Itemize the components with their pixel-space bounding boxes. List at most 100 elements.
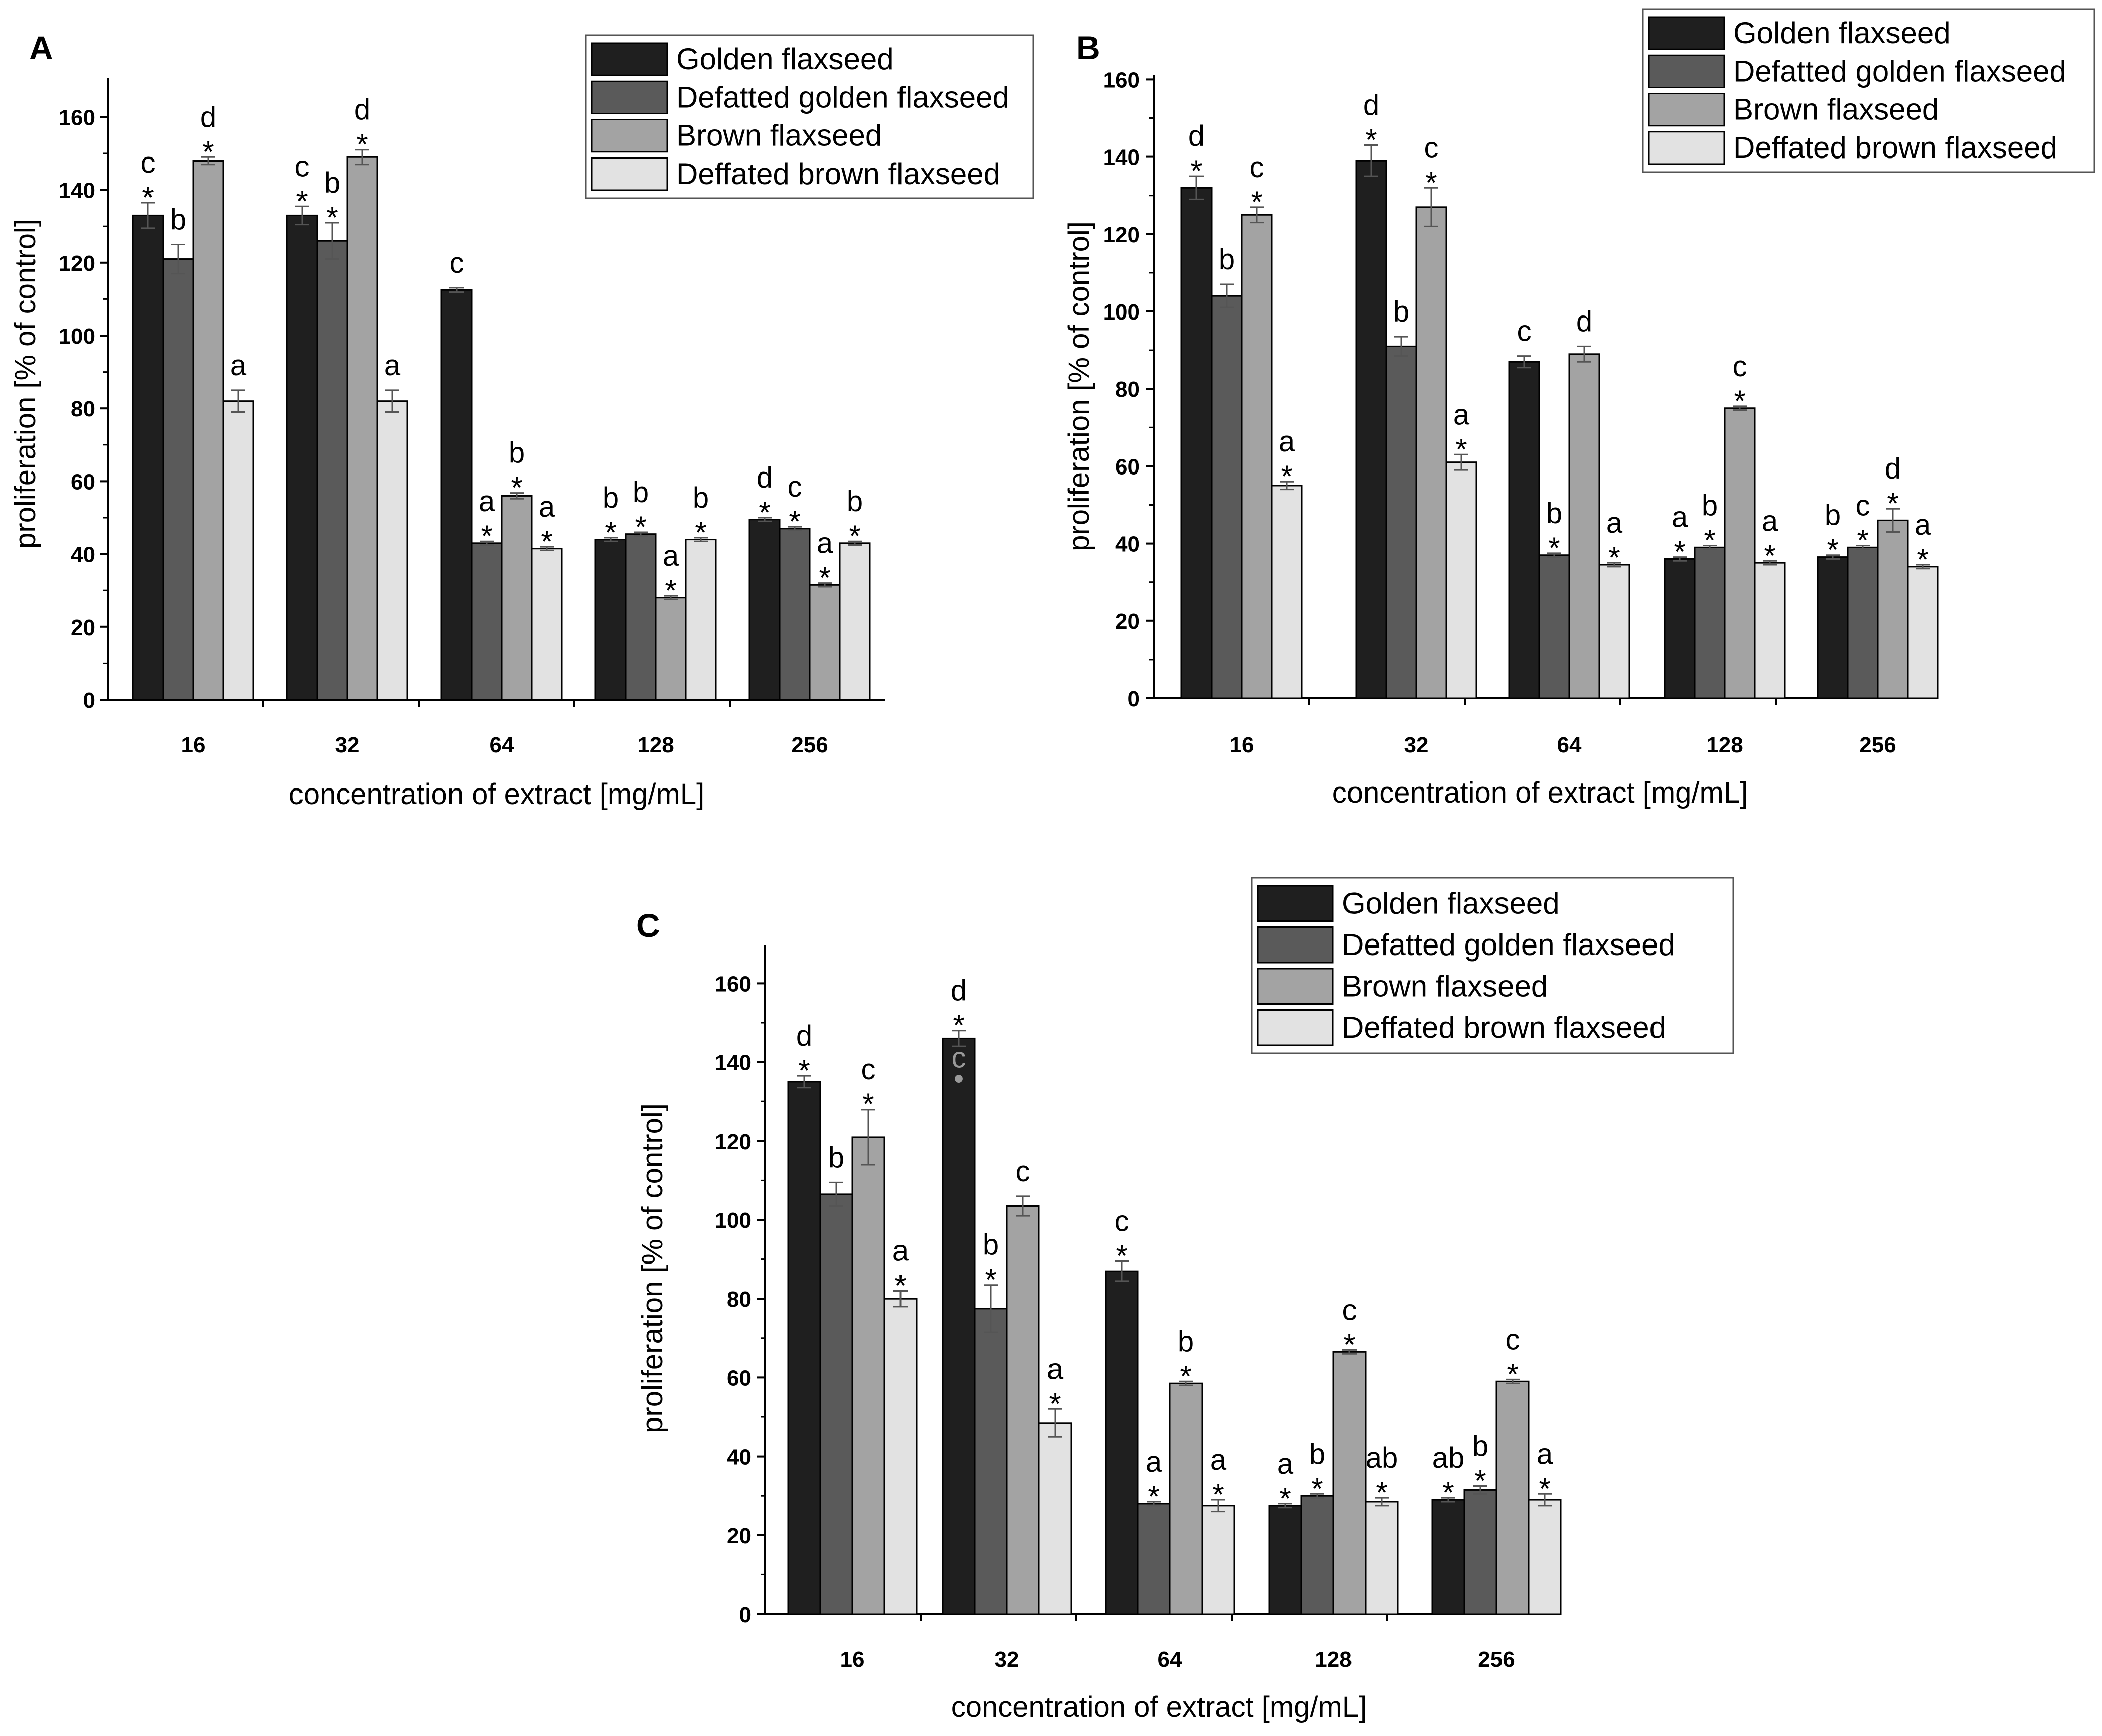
significance-letter: a — [1672, 501, 1688, 534]
x-tick-label: 256 — [1859, 733, 1896, 757]
axes: 0 20 40 60 80 100 120 140 160 16 32 64 128 256 — [715, 945, 1543, 1672]
significance-star: * — [1674, 535, 1685, 569]
significance-letter: ab — [1432, 1442, 1465, 1474]
significance-letter: b — [693, 482, 709, 514]
significance-star: * — [1827, 533, 1838, 567]
significance-star: * — [1116, 1239, 1127, 1273]
error-bar — [861, 1109, 875, 1166]
error-bar — [1607, 562, 1621, 568]
significance-letter: b — [509, 437, 525, 469]
bar-deffated-brown-flaxseed-32 — [1445, 461, 1477, 699]
significance-letter: a — [1210, 1444, 1227, 1476]
significance-letter: c — [1506, 1323, 1520, 1356]
error-bar — [141, 202, 155, 229]
bar-brown-flaxseed-128 — [1724, 407, 1756, 699]
significance-letter: b — [1546, 497, 1562, 530]
significance-star: * — [1212, 1478, 1224, 1511]
x-tick-label: 16 — [181, 733, 206, 757]
significance-letter: d — [200, 101, 216, 133]
x-tick-label: 32 — [1404, 733, 1429, 757]
legend-swatch — [1257, 968, 1334, 1005]
y-tick-label: 120 — [59, 251, 95, 276]
bar-brown-flaxseed-256 — [1495, 1380, 1530, 1615]
bar-golden-flaxseed-128 — [1268, 1505, 1302, 1615]
significance-letter: a — [479, 485, 495, 518]
bar-brown-flaxseed-64 — [1169, 1382, 1203, 1615]
error-bar — [1424, 187, 1438, 227]
bar-golden-flaxseed-64 — [1105, 1270, 1139, 1615]
significance-letter: b — [1309, 1438, 1325, 1470]
legend-label: Brown flaxseed — [1733, 93, 1939, 126]
bar-brown-flaxseed-64 — [1568, 353, 1600, 699]
error-bar — [1115, 1260, 1129, 1282]
x-tick-label: 32 — [335, 733, 360, 757]
legend-label: Golden flaxseed — [1342, 886, 1560, 920]
legend-swatch — [1257, 885, 1334, 922]
legend-swatch — [591, 157, 668, 191]
bar-golden-flaxseed-256 — [748, 519, 781, 701]
legend-label: Defatted golden flaxseed — [1342, 928, 1675, 962]
bar-brown-flaxseed-64 — [501, 495, 533, 701]
error-bar — [848, 540, 862, 546]
significance-letter: b — [1393, 295, 1409, 328]
significance-letter: c — [1856, 489, 1870, 522]
significance-star: * — [356, 128, 368, 162]
error-bar — [1506, 1378, 1520, 1384]
bar-deffated-brown-flaxseed-64 — [1598, 564, 1630, 699]
significance-letter: ab — [1366, 1442, 1398, 1474]
significance-star: * — [953, 1009, 964, 1042]
y-tick-label: 160 — [1103, 68, 1140, 92]
legend-swatch — [1648, 54, 1725, 88]
error-bar — [1189, 175, 1204, 200]
error-bar — [355, 149, 369, 166]
bar-brown-flaxseed-32 — [346, 156, 378, 701]
y-tick-label: 120 — [715, 1130, 752, 1154]
legend-label: Golden flaxseed — [676, 42, 894, 76]
error-bar — [1577, 345, 1591, 363]
significance-letter: c — [449, 247, 464, 279]
bar-brown-flaxseed-32 — [1415, 206, 1447, 699]
significance-star: * — [1180, 1359, 1191, 1393]
panel-label: B — [1076, 29, 1100, 66]
significance-letter: a — [663, 540, 679, 572]
y-axis-title: proliferation [% of control] — [9, 219, 42, 549]
significance-star: * — [541, 525, 552, 558]
significance-letter: d — [796, 1020, 812, 1052]
x-tick-label: 32 — [995, 1647, 1019, 1672]
significance-star: * — [1343, 1328, 1355, 1361]
significance-letter: c — [1733, 350, 1747, 383]
bar-defatted-golden-flaxseed-16 — [819, 1193, 853, 1615]
error-bar — [604, 537, 618, 542]
legend-label: Brown flaxseed — [1342, 969, 1548, 1003]
error-bar — [1048, 1408, 1062, 1438]
error-bar — [480, 540, 494, 546]
legend: Golden flaxseed Defatted golden flaxseed B… — [1251, 877, 1734, 1054]
bar-defatted-golden-flaxseed-128 — [625, 533, 657, 701]
legend-swatch — [1648, 93, 1725, 127]
significance-letter: a — [1277, 1448, 1294, 1480]
significance-letter: c — [1424, 131, 1439, 164]
legend-swatch — [1257, 926, 1334, 964]
x-tick-label: 128 — [1706, 733, 1743, 757]
y-tick-label: 100 — [1103, 300, 1140, 325]
x-tick-label: 16 — [1230, 733, 1254, 757]
error-bar — [758, 517, 772, 522]
significance-star: * — [511, 471, 522, 505]
legend-swatch — [591, 42, 668, 76]
bar-golden-flaxseed-32 — [286, 214, 318, 701]
error-bar — [1310, 1493, 1324, 1499]
bar-defatted-golden-flaxseed-128 — [1300, 1495, 1334, 1615]
bar-golden-flaxseed-128 — [1664, 558, 1696, 699]
bar-brown-flaxseed-128 — [1332, 1351, 1367, 1615]
bar-golden-flaxseed-256 — [1431, 1499, 1465, 1615]
error-bar — [1538, 1493, 1552, 1507]
bar-defatted-golden-flaxseed-256 — [779, 528, 811, 701]
bar-deffated-brown-flaxseed-16 — [883, 1298, 918, 1615]
significance-star: * — [798, 1054, 810, 1087]
bar-brown-flaxseed-16 — [851, 1136, 885, 1615]
x-tick-label: 64 — [490, 733, 514, 757]
significance-letter: d — [354, 94, 370, 126]
significance-letter: a — [1453, 398, 1470, 431]
bars: *d *dc*a*bbb*b*b*c*c *cd*c*d*a *a*a*a*a — [1180, 89, 1939, 699]
error-bar — [893, 1290, 908, 1308]
